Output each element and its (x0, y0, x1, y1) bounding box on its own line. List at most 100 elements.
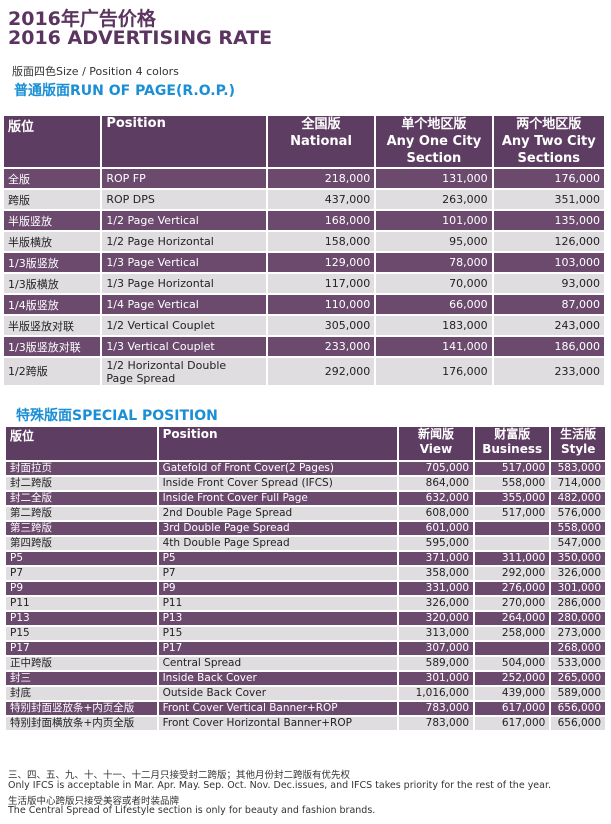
cell-rate-2 (475, 522, 550, 535)
table-row: 封三 Inside Back Cover 301,000 252,000 265,000 (6, 672, 605, 685)
cell-rate-3: 103,000 (493, 253, 604, 272)
table-row: P15 P15 313,000 258,000 273,000 (6, 627, 605, 640)
cell-position: P7 (158, 567, 397, 580)
cell-position-cn: 1/3版横放 (4, 274, 101, 293)
cell-rate-3: 576,000 (551, 507, 605, 520)
cell-rate-2: 95,000 (376, 232, 492, 251)
cell-rate-1: 632,000 (398, 492, 474, 505)
cell-rate-2: 617,000 (475, 702, 550, 715)
cell-rate-1: 168,000 (267, 211, 375, 230)
table-row: 特别封面竖放条+内页全版 Front Cover Vertical Banner+… (6, 702, 605, 715)
special-header-position-cn: 版位 (6, 427, 157, 460)
cell-position-cn: 封二跨版 (6, 477, 157, 490)
cell-position-cn: 1/4版竖放 (4, 295, 101, 314)
cell-position-cn: 1/3版竖放 (4, 253, 101, 272)
cell-rate-2: 66,000 (376, 295, 492, 314)
cell-position: 3rd Double Page Spread (158, 522, 397, 535)
table-row: P7 P7 358,000 292,000 326,000 (6, 567, 605, 580)
cell-position-cn: 特别封面横放条+内页全版 (6, 717, 157, 730)
table-row: 全版 ROP FP 218,000 131,000 176,000 (4, 169, 604, 188)
cell-position: Inside Front Cover Spread (IFCS) (158, 477, 397, 490)
cell-rate-1: 608,000 (398, 507, 474, 520)
cell-position-cn: 1/2跨版 (4, 358, 101, 385)
cell-position-cn: 第二跨版 (6, 507, 157, 520)
note-en-2: The Central Spread of Lifestyle section … (8, 805, 376, 816)
cell-rate-2: 311,000 (475, 552, 550, 565)
cell-position: 1/3 Page Horizontal (102, 274, 266, 293)
cell-position: ROP FP (102, 169, 266, 188)
table-row: 封二全版 Inside Front Cover Full Page 632,000 3… (6, 492, 605, 505)
cell-position-cn: P9 (6, 582, 157, 595)
cell-rate-1: 313,000 (398, 627, 474, 640)
cell-position-cn: 1/3版竖放对联 (4, 337, 101, 356)
cell-position: P9 (158, 582, 397, 595)
cell-rate-3: 714,000 (551, 477, 605, 490)
cell-rate-2: 131,000 (376, 169, 492, 188)
title-english: 2016 ADVERTISING RATE (8, 27, 273, 49)
special-header-style: 生活版 Style (551, 427, 605, 460)
cell-rate-3: 558,000 (551, 522, 605, 535)
cell-rate-3: 656,000 (551, 702, 605, 715)
cell-rate-1: 307,000 (398, 642, 474, 655)
cell-rate-3: 280,000 (551, 612, 605, 625)
cell-rate-3: 126,000 (493, 232, 604, 251)
cell-position-cn: 半版横放 (4, 232, 101, 251)
cell-rate-3: 93,000 (493, 274, 604, 293)
cell-rate-3: 286,000 (551, 597, 605, 610)
cell-rate-2: 292,000 (475, 567, 550, 580)
cell-position: 1/2 Page Horizontal (102, 232, 266, 251)
special-heading: 特殊版面SPECIAL POSITION (16, 408, 218, 424)
cell-position-cn: 第四跨版 (6, 537, 157, 550)
cell-position-cn: 封面拉页 (6, 462, 157, 475)
cell-rate-3: 482,000 (551, 492, 605, 505)
cell-position-cn: P15 (6, 627, 157, 640)
cell-position: 1/3 Vertical Couplet (102, 337, 266, 356)
cell-rate-1: 705,000 (398, 462, 474, 475)
table-row: P11 P11 326,000 270,000 286,000 (6, 597, 605, 610)
cell-position-cn: 跨版 (4, 190, 101, 209)
cell-position: P17 (158, 642, 397, 655)
cell-rate-3: 589,000 (551, 687, 605, 700)
cell-position: P15 (158, 627, 397, 640)
cell-rate-1: 233,000 (267, 337, 375, 356)
special-rate-table: 版位 Position 新闻版 View 财富版 Business 生活版 St… (4, 425, 607, 732)
rop-header-position: Position (102, 116, 266, 167)
table-row: 1/3版竖放 1/3 Page Vertical 129,000 78,000 103,… (4, 253, 604, 272)
cell-rate-3: 583,000 (551, 462, 605, 475)
cell-position: Gatefold of Front Cover(2 Pages) (158, 462, 397, 475)
cell-rate-2: 70,000 (376, 274, 492, 293)
cell-rate-1: 158,000 (267, 232, 375, 251)
cell-rate-2: 558,000 (475, 477, 550, 490)
cell-position: Inside Front Cover Full Page (158, 492, 397, 505)
table-row: 封面拉页 Gatefold of Front Cover(2 Pages) 705,… (6, 462, 605, 475)
rop-heading: 普通版面RUN OF PAGE(R.O.P.) (14, 83, 236, 99)
cell-rate-1: 305,000 (267, 316, 375, 335)
cell-position-cn: 封底 (6, 687, 157, 700)
cell-position-cn: 全版 (4, 169, 101, 188)
cell-position: 2nd Double Page Spread (158, 507, 397, 520)
cell-rate-1: 320,000 (398, 612, 474, 625)
table-row: 1/3版竖放对联 1/3 Vertical Couplet 233,000 141,0… (4, 337, 604, 356)
cell-position: Inside Back Cover (158, 672, 397, 685)
cell-rate-3: 243,000 (493, 316, 604, 335)
cell-position: Outside Back Cover (158, 687, 397, 700)
table-row: 第二跨版 2nd Double Page Spread 608,000 517,000… (6, 507, 605, 520)
cell-rate-2: 264,000 (475, 612, 550, 625)
cell-rate-2: 258,000 (475, 627, 550, 640)
rop-header-national: 全国版 National (267, 116, 375, 167)
cell-rate-1: 864,000 (398, 477, 474, 490)
cell-rate-3: 547,000 (551, 537, 605, 550)
cell-rate-1: 110,000 (267, 295, 375, 314)
cell-rate-2: 263,000 (376, 190, 492, 209)
cell-rate-2: 183,000 (376, 316, 492, 335)
cell-position-cn: 半版竖放对联 (4, 316, 101, 335)
cell-position-cn: P11 (6, 597, 157, 610)
table-row: 特别封面横放条+内页全版 Front Cover Horizontal Banne… (6, 717, 605, 730)
cell-rate-3: 301,000 (551, 582, 605, 595)
special-header-business: 财富版 Business (475, 427, 550, 460)
cell-rate-1: 1,016,000 (398, 687, 474, 700)
subtitle: 版面四色Size / Position 4 colors (12, 65, 179, 78)
cell-position: 1/2 Page Vertical (102, 211, 266, 230)
note-en-1: Only IFCS is acceptable in Mar. Apr. May… (8, 780, 552, 791)
cell-rate-2: 439,000 (475, 687, 550, 700)
